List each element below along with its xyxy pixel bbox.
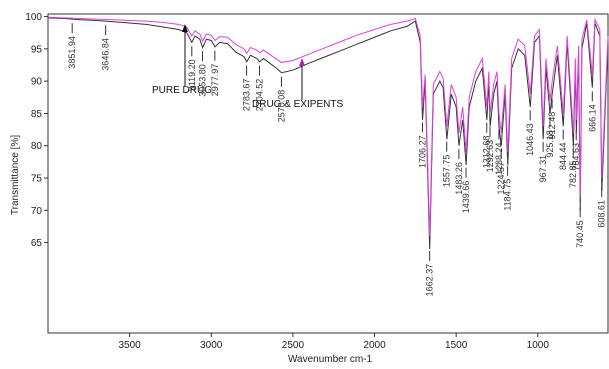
- arrow-head: [299, 58, 305, 66]
- peak-label: 2783.67: [242, 79, 252, 112]
- peak-label: 666.14: [587, 104, 597, 132]
- arrow-head: [182, 24, 188, 32]
- peak-label: 1238.24: [494, 142, 504, 175]
- y-tick-label: 95: [31, 44, 43, 55]
- y-tick-label: 100: [25, 12, 42, 23]
- x-tick-label: 2500: [282, 340, 305, 351]
- spectrum-line: [47, 16, 609, 237]
- x-tick-label: 3000: [200, 340, 223, 351]
- peak-label: 912.48: [547, 112, 557, 140]
- peak-label: 1184.75: [503, 179, 513, 211]
- peak-label: 3053.80: [197, 64, 207, 97]
- peak-label: 782.85: [568, 160, 578, 188]
- peak-label: 925.18: [545, 130, 555, 158]
- annotation: DRUG & EXIPENTS: [252, 99, 343, 110]
- peak-label: 1046.43: [525, 123, 535, 156]
- plot-frame: [47, 13, 609, 334]
- peak-label: 764.63: [571, 143, 581, 171]
- x-tick-label: 2000: [363, 340, 386, 351]
- y-tick-label: 80: [31, 141, 43, 152]
- peak-label: 1483.26: [454, 162, 464, 195]
- x-tick-label: 3500: [119, 340, 142, 351]
- y-axis-label: Transmittance [%]: [10, 135, 21, 215]
- y-tick-label: 75: [31, 174, 43, 185]
- peak-label: 2977.97: [210, 64, 220, 97]
- annotation: PURE DRUG: [152, 85, 212, 96]
- x-axis-label: Wavenumber cm-1: [288, 354, 373, 365]
- x-tick-label: 1000: [527, 340, 550, 351]
- y-tick-label: 85: [31, 109, 43, 120]
- peak-label: 608.61: [597, 200, 607, 228]
- peak-label: 740.45: [575, 220, 585, 248]
- peak-label: 3646.84: [101, 38, 111, 71]
- peak-label: 3851.94: [67, 36, 77, 69]
- peak-label: 844.44: [558, 142, 568, 170]
- peak-label: 1706.27: [417, 135, 427, 168]
- series-group: [47, 16, 609, 250]
- peak-label: 1662.37: [425, 264, 435, 297]
- peak-label: 1292.63: [485, 140, 495, 173]
- peak-label: 1224.57: [496, 162, 506, 195]
- spectrum-line: [47, 17, 609, 250]
- peak-label: 3119.20: [187, 59, 197, 91]
- y-tick-label: 65: [31, 238, 43, 249]
- peak-label: 1312.68: [482, 136, 492, 169]
- peak-label: 2704.52: [255, 79, 265, 112]
- x-tick-label: 1500: [445, 340, 468, 351]
- y-tick-label: 70: [31, 206, 43, 217]
- peak-label: 1557.75: [442, 155, 452, 188]
- peak-label: 967.31: [538, 155, 548, 183]
- peak-label: 2570.08: [276, 90, 286, 123]
- peak-label: 1439.66: [461, 181, 471, 214]
- y-tick-label: 90: [31, 77, 43, 88]
